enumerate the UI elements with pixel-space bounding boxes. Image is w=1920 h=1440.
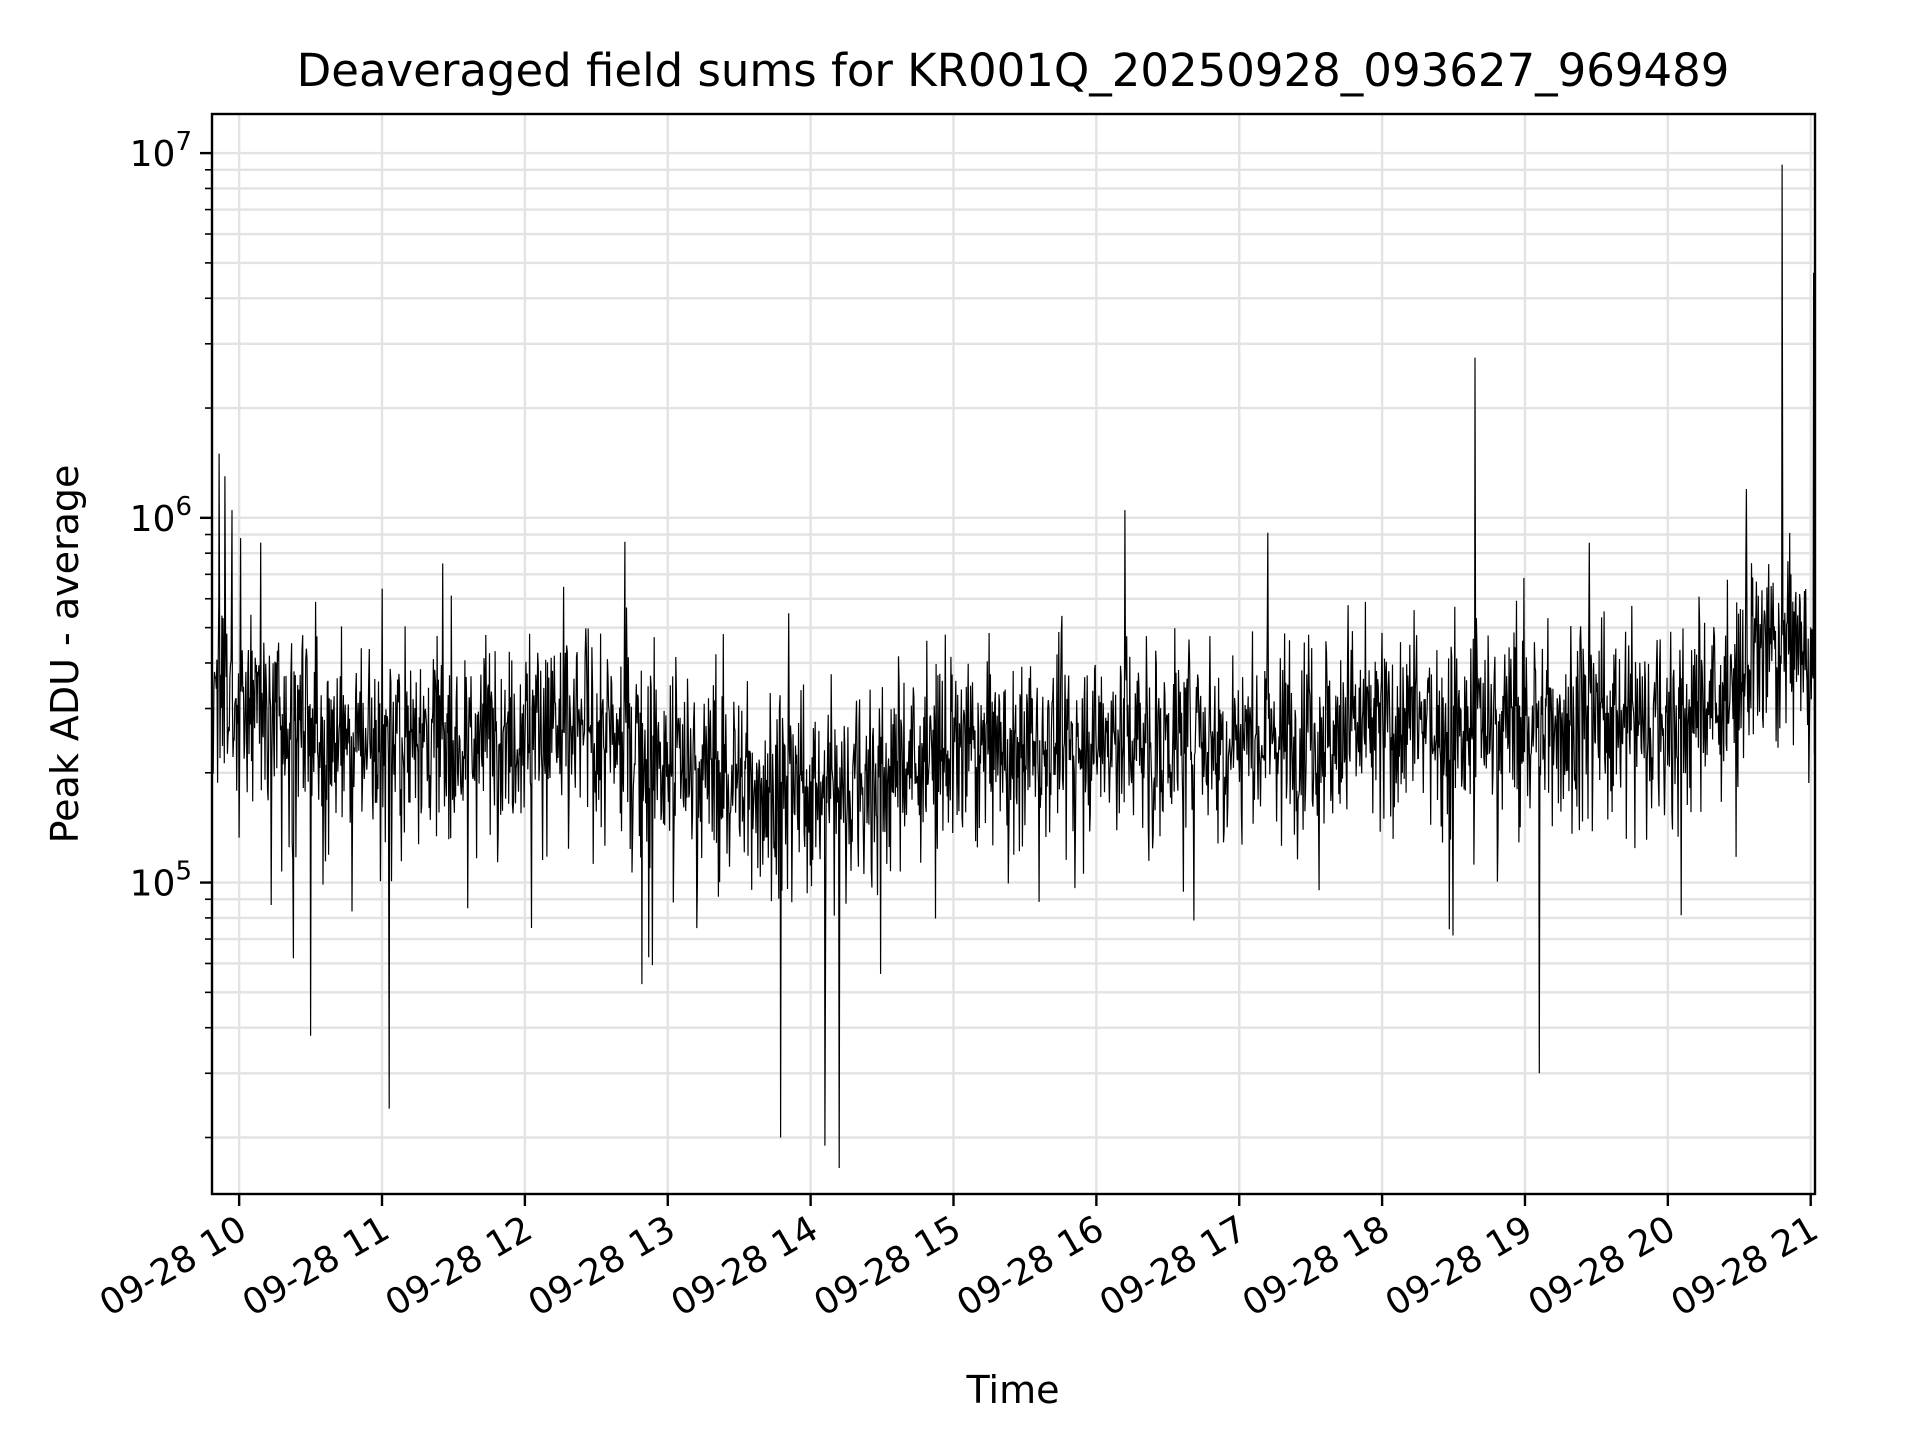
x-tick-label: 09-28 21 bbox=[1665, 1208, 1826, 1324]
x-tick-label: 09-28 10 bbox=[93, 1208, 254, 1324]
x-tick-label: 09-28 17 bbox=[1093, 1208, 1254, 1324]
y-tick-label: 107 bbox=[130, 127, 192, 175]
plot-frame bbox=[210, 112, 1817, 1196]
series-line bbox=[211, 164, 1816, 1169]
x-tick-label: 09-28 19 bbox=[1379, 1208, 1540, 1324]
x-tick-label: 09-28 16 bbox=[950, 1208, 1111, 1324]
grid-layer bbox=[212, 114, 1815, 1194]
y-axis-label: Peak ADU - average bbox=[43, 465, 87, 844]
x-tick-label: 09-28 15 bbox=[807, 1208, 968, 1324]
x-tick-label: 09-28 12 bbox=[379, 1208, 540, 1324]
x-tick-label: 09-28 18 bbox=[1236, 1208, 1397, 1324]
x-tick-label: 09-28 20 bbox=[1522, 1208, 1683, 1324]
x-tick-label: 09-28 14 bbox=[664, 1208, 825, 1324]
chart-title: Deaveraged field sums for KR001Q_2025092… bbox=[297, 44, 1730, 97]
x-axis-label: Time bbox=[966, 1368, 1060, 1412]
x-tick-label: 09-28 13 bbox=[522, 1208, 683, 1324]
x-tick-label: 09-28 11 bbox=[236, 1208, 397, 1324]
y-tick-label: 105 bbox=[130, 857, 192, 905]
y-tick-label: 106 bbox=[130, 492, 192, 540]
